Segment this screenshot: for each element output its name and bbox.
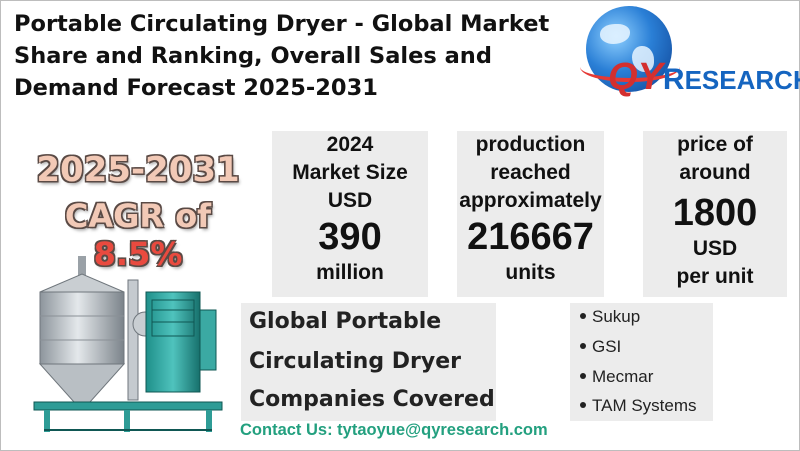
bullet-icon [580, 401, 586, 408]
market-size-box: 2024 Market Size USD 390 million [272, 131, 428, 297]
companies-list-box: Sukup GSI Mecmar TAM Systems [570, 303, 713, 421]
stat-line: around [679, 161, 751, 184]
company-item: GSI [580, 337, 621, 357]
stat-value: 390 [318, 216, 382, 258]
company-item: Mecmar [580, 367, 653, 387]
companies-heading-box: Global Portable Circulating Dryer Compan… [241, 303, 496, 421]
title-line-3: Demand Forecast 2025-2031 [14, 75, 378, 101]
stat-line: price of [677, 133, 753, 156]
stat-line: Market Size [292, 161, 408, 184]
stat-line: USD [327, 189, 373, 212]
stat-line: production [475, 133, 586, 156]
cagr-text: CAGR of [64, 197, 212, 235]
title-line-1: Portable Circulating Dryer - Global Mark… [14, 11, 550, 37]
bullet-icon [580, 342, 586, 349]
company-item: Sukup [580, 307, 640, 327]
contact-email[interactable]: Contact Us: tytaoyue@qyresearch.com [240, 421, 548, 439]
globe-icon [580, 6, 680, 92]
cagr-label: CAGR of 8.5% [18, 197, 258, 273]
companies-heading-line: Circulating Dryer [249, 349, 461, 374]
stat-line: approximately [459, 189, 602, 212]
cagr-rate: 8.5% [93, 235, 183, 273]
stat-unit: per unit [676, 265, 754, 288]
stat-line: 2024 [326, 133, 374, 156]
qyresearch-logo: QYRESEARCH [580, 6, 800, 116]
price-box: price of around 1800 USD per unit [643, 131, 787, 297]
cagr-years: 2025-2031 [36, 150, 240, 190]
stat-unit: units [505, 261, 556, 284]
page-title: Portable Circulating Dryer - Global Mark… [14, 8, 574, 104]
title-line-2: Share and Ranking, Overall Sales and [14, 43, 492, 69]
stat-line: reached [490, 161, 571, 184]
company-item: TAM Systems [580, 396, 697, 416]
stat-value: 216667 [467, 216, 594, 258]
production-box: production reached approximately 216667 … [457, 131, 604, 297]
companies-heading-line: Global Portable [249, 309, 442, 334]
bullet-icon [580, 372, 586, 379]
companies-heading-line: Companies Covered [249, 387, 495, 412]
stat-unit: USD [692, 237, 738, 260]
bullet-icon [580, 312, 586, 319]
stat-value: 1800 [672, 192, 758, 234]
dryer-illustration [33, 256, 223, 432]
logo-wordmark: QYRESEARCH [608, 56, 800, 98]
stat-unit: million [316, 261, 384, 284]
